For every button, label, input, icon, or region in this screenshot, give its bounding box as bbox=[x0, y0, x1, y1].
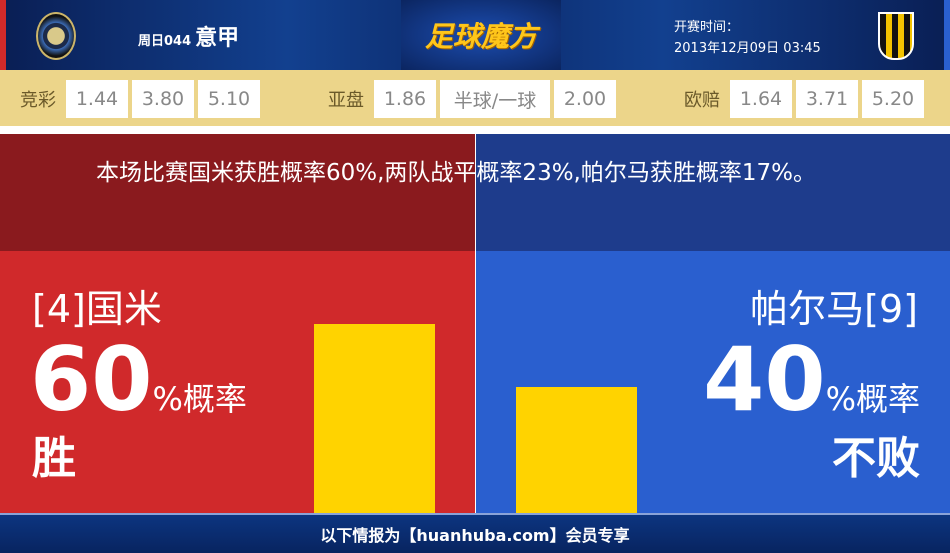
odds-jingcai: 竞彩 1.44 3.80 5.10 bbox=[20, 80, 260, 118]
summary-band-left bbox=[0, 134, 475, 251]
odds-value: 半球/一球 bbox=[440, 80, 550, 118]
match-league: 周日044 意甲 bbox=[138, 20, 239, 52]
home-result: 胜 bbox=[32, 433, 76, 484]
odds-value: 1.64 bbox=[730, 80, 792, 118]
matchday: 周日044 bbox=[138, 34, 192, 49]
odds-value: 5.20 bbox=[862, 80, 924, 118]
odds-bar: 竞彩 1.44 3.80 5.10 亚盘 1.86 半球/一球 2.00 欧赔 … bbox=[0, 70, 950, 130]
odds-oupei: 欧赔 1.64 3.71 5.20 bbox=[684, 80, 924, 118]
odds-value: 3.80 bbox=[132, 80, 194, 118]
prediction-summary: 本场比赛国米获胜概率60%,两队战平概率23%,帕尔马获胜概率17%。 bbox=[96, 160, 816, 186]
brand-logo: 足球魔方 bbox=[401, 0, 561, 70]
odds-value: 1.86 bbox=[374, 80, 436, 118]
time-value: 2013年12月09日 03:45 bbox=[674, 41, 821, 56]
time-label: 开赛时间： bbox=[674, 20, 740, 35]
home-percent-value: 60 bbox=[30, 328, 153, 431]
home-percent: 60%概率 bbox=[30, 335, 247, 425]
parma-logo bbox=[878, 12, 914, 60]
away-panel: 帕尔马[9] 40%概率 不败 bbox=[476, 251, 950, 513]
header: 周日044 意甲 足球魔方 开赛时间： 2013年12月09日 03:45 bbox=[0, 0, 950, 70]
odds-label: 欧赔 bbox=[684, 90, 720, 111]
away-percent: 40%概率 bbox=[703, 335, 920, 425]
home-probability-bar bbox=[314, 324, 435, 513]
away-percent-unit: %概率 bbox=[825, 380, 920, 418]
summary-band-right bbox=[476, 134, 950, 251]
odds-value: 1.44 bbox=[66, 80, 128, 118]
kickoff-time: 开赛时间： 2013年12月09日 03:45 bbox=[674, 17, 821, 59]
odds-label: 亚盘 bbox=[328, 90, 364, 111]
odds-value: 3.71 bbox=[796, 80, 858, 118]
away-probability-bar bbox=[516, 387, 637, 513]
away-result: 不败 bbox=[832, 433, 920, 484]
inter-logo bbox=[36, 12, 76, 60]
odds-yapan: 亚盘 1.86 半球/一球 2.00 bbox=[328, 80, 616, 118]
home-panel: [4]国米 60%概率 胜 bbox=[0, 251, 475, 513]
league-name: 意甲 bbox=[195, 26, 240, 51]
odds-value: 2.00 bbox=[554, 80, 616, 118]
home-team: [4]国米 bbox=[32, 287, 162, 331]
away-percent-value: 40 bbox=[703, 328, 826, 431]
odds-label: 竞彩 bbox=[20, 90, 56, 111]
home-percent-unit: %概率 bbox=[152, 380, 247, 418]
away-team: 帕尔马[9] bbox=[750, 287, 918, 331]
member-footer[interactable]: 以下情报为【huanhuba.com】会员专享 bbox=[0, 513, 950, 553]
odds-value: 5.10 bbox=[198, 80, 260, 118]
